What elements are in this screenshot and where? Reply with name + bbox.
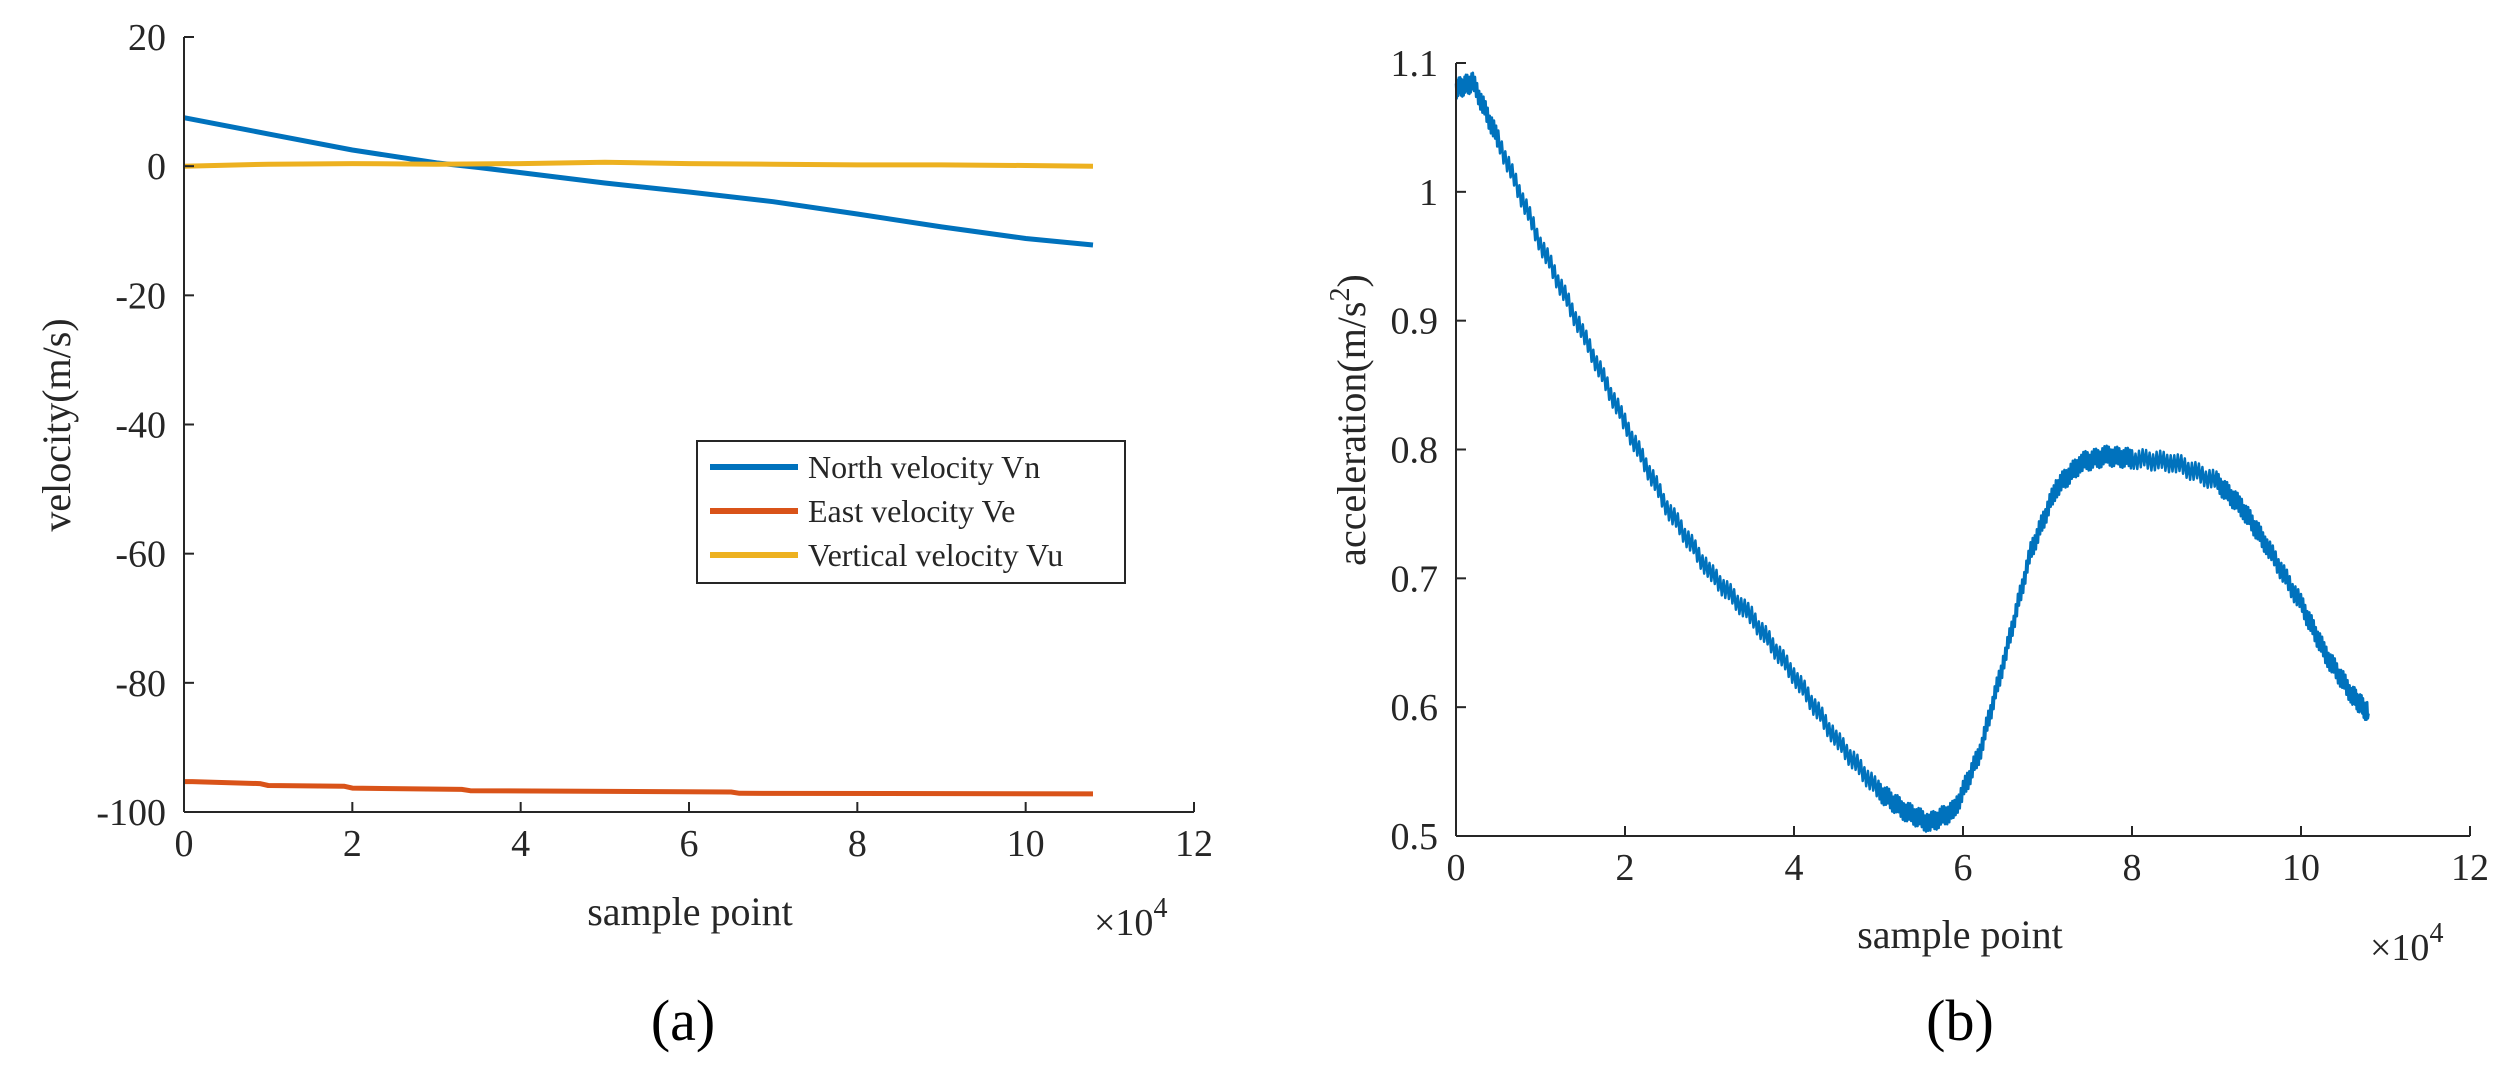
legend-label-vertical: Vertical velocity Vu	[808, 537, 1063, 573]
velocity-chart: 0 2 4 6 8 10 12 20 0 -20 -40 -60 -80 -100 sample poin…	[34, 17, 1213, 1053]
x-tick-label: 8	[848, 823, 867, 865]
x-tick-label: 0	[1447, 847, 1466, 889]
velocity-tick-labels: 0 2 4 6 8 10 12 20 0 -20 -40 -60 -80 -100	[96, 17, 1213, 865]
acceleration-x-multiplier-exp: 4	[2429, 918, 2443, 949]
acceleration-x-multiplier: ×104	[2370, 918, 2443, 969]
x-tick-label: 8	[2123, 847, 2142, 889]
y-tick-label: 0.7	[1391, 558, 1439, 600]
acceleration-y-axis-label: acceleration(m/s2)	[1325, 274, 1374, 566]
x-tick-label: 4	[511, 823, 530, 865]
y-tick-label: 0	[147, 146, 166, 188]
velocity-legend: North velocity Vn East velocity Ve Verti…	[696, 440, 1126, 584]
x-tick-label: 10	[1007, 823, 1045, 865]
y-tick-label: -20	[115, 275, 166, 317]
panel-label-a: (a)	[651, 988, 715, 1053]
acceleration-y-label-sup: 2	[1325, 288, 1356, 302]
velocity-ticks	[183, 36, 1195, 813]
velocity-y-axis-label: velocity(m/s)	[34, 318, 79, 531]
legend-label-east: East velocity Ve	[808, 493, 1015, 529]
velocity-x-axis-label: sample point	[587, 889, 793, 934]
acceleration-y-label-close: )	[1329, 274, 1374, 287]
acceleration-chart: 0 2 4 6 8 10 12 1.1 1 0.9 0.8 0.7 0.6 0.5 sample poin…	[1325, 43, 2489, 1053]
x-tick-label: 12	[1175, 823, 1213, 865]
x-tick-label: 6	[1954, 847, 1973, 889]
acceleration-series-lines	[1454, 71, 2370, 833]
x-tick-label: 6	[680, 823, 699, 865]
series-line-1	[184, 779, 1094, 797]
acceleration-x-multiplier-base: ×10	[2370, 927, 2429, 969]
y-tick-label: 0.9	[1391, 301, 1439, 343]
velocity-x-multiplier-base: ×10	[1094, 902, 1153, 944]
velocity-series-lines	[183, 115, 1094, 797]
velocity-x-multiplier: ×104	[1094, 893, 1167, 944]
y-tick-label: -80	[115, 663, 166, 705]
acceleration-ticks	[1455, 62, 2471, 837]
series-line-0	[1454, 71, 2370, 833]
acceleration-y-label-main: acceleration(m/s	[1329, 302, 1374, 566]
y-tick-label: 0.5	[1391, 816, 1439, 858]
y-tick-label: 0.8	[1391, 430, 1439, 472]
acceleration-x-axis-label: sample point	[1857, 912, 2063, 957]
velocity-x-multiplier-exp: 4	[1153, 893, 1167, 924]
x-tick-label: 0	[175, 823, 194, 865]
x-tick-label: 10	[2282, 847, 2320, 889]
series-line-0	[183, 115, 1094, 248]
legend-label-north: North velocity Vn	[808, 449, 1040, 485]
y-tick-label: 20	[128, 17, 166, 59]
x-tick-label: 12	[2451, 847, 2489, 889]
y-tick-label: -60	[115, 534, 166, 576]
x-tick-label: 2	[1616, 847, 1635, 889]
y-tick-label: -100	[96, 792, 166, 834]
x-tick-label: 4	[1785, 847, 1804, 889]
y-tick-label: 0.6	[1391, 687, 1439, 729]
panel-label-b: (b)	[1926, 988, 1994, 1053]
y-tick-label: 1.1	[1391, 43, 1439, 85]
y-tick-label: 1	[1419, 172, 1438, 214]
velocity-plot-area	[184, 37, 1194, 812]
series-line-2	[183, 159, 1094, 169]
x-tick-label: 2	[343, 823, 362, 865]
y-tick-label: -40	[115, 405, 166, 447]
acceleration-tick-labels: 0 2 4 6 8 10 12 1.1 1 0.9 0.8 0.7 0.6 0.5	[1391, 43, 2490, 889]
